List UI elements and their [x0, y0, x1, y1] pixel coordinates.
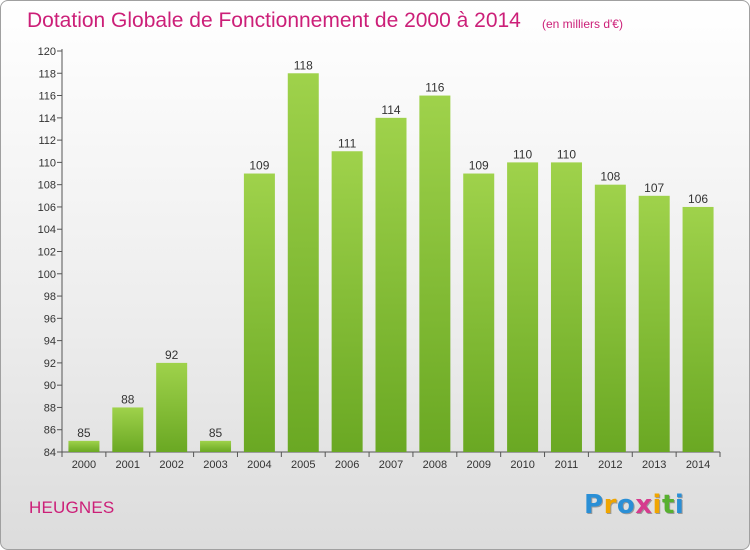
y-tick-label: 92	[44, 358, 56, 370]
y-tick-label: 100	[38, 269, 56, 281]
bar-2009	[463, 173, 495, 452]
bar-2014	[682, 206, 714, 452]
logo-letter: x	[635, 490, 653, 520]
y-tick-label: 110	[38, 157, 56, 169]
data-label-2010: 110	[513, 147, 532, 161]
y-tick-label: 90	[44, 380, 56, 392]
bar-2002	[156, 362, 188, 452]
bar-2013	[638, 195, 670, 453]
x-tick-label: 2012	[598, 459, 622, 471]
y-tick-label: 96	[44, 313, 56, 325]
bar-2012	[594, 184, 626, 452]
x-tick-label: 2001	[116, 459, 140, 471]
y-tick-label: 108	[38, 180, 56, 192]
data-label-2014: 106	[688, 192, 708, 206]
data-label-2009: 109	[469, 159, 489, 173]
bar-2004	[243, 173, 275, 452]
town-name: HEUGNES	[29, 498, 115, 517]
y-tick-label: 94	[44, 336, 56, 348]
data-label-2005: 118	[294, 58, 313, 72]
x-tick-label: 2013	[642, 459, 666, 471]
y-tick-label: 98	[44, 291, 56, 303]
y-tick-label: 102	[38, 247, 56, 259]
y-tick-label: 84	[44, 447, 56, 459]
bar-2010	[507, 162, 539, 452]
x-tick-label: 2010	[510, 459, 534, 471]
bar-2008	[419, 95, 451, 453]
x-tick-label: 2000	[72, 459, 96, 471]
bar-2011	[550, 162, 582, 452]
y-tick-label: 114	[38, 113, 56, 125]
data-label-2001: 88	[121, 392, 135, 406]
data-label-2007: 114	[381, 103, 400, 117]
x-tick-label: 2014	[686, 459, 710, 471]
data-label-2013: 107	[644, 181, 664, 195]
y-tick-label: 88	[44, 402, 56, 414]
x-tick-label: 2011	[555, 459, 579, 471]
bar-2005	[287, 73, 319, 453]
y-tick-label: 112	[38, 135, 56, 147]
x-tick-label: 2005	[291, 459, 315, 471]
data-label-2008: 116	[425, 81, 444, 95]
logo-letter: P	[584, 490, 604, 520]
y-tick-label: 116	[38, 91, 56, 103]
logo-letter: o	[616, 490, 636, 520]
data-labels: 85 88 92 85 109 118 111 114 116 109 110 110 108 107 10…	[77, 58, 708, 440]
bar-2000	[68, 440, 100, 452]
logo-letter: t	[661, 490, 675, 520]
bar-2001	[112, 407, 144, 452]
y-tick-label: 104	[38, 224, 56, 236]
data-label-2002: 92	[165, 348, 179, 362]
data-label-2003: 85	[209, 426, 223, 440]
logo-letter: i	[674, 490, 685, 520]
chart-title: Dotation Globale de Fonctionnement de 20…	[27, 9, 521, 32]
x-tick-label: 2002	[159, 459, 183, 471]
data-label-2004: 109	[249, 159, 269, 173]
bar-2003	[200, 440, 232, 452]
y-tick-label: 106	[38, 202, 56, 214]
bar-2007	[375, 117, 407, 452]
x-tick-label: 2009	[466, 459, 490, 471]
data-label-2012: 108	[600, 170, 620, 184]
x-tick-label: 2004	[247, 459, 271, 471]
proxiti-logo[interactable]: Proxiti	[584, 490, 684, 520]
y-tick-label: 120	[38, 46, 56, 58]
x-tick-label: 2003	[203, 459, 227, 471]
y-tick-label: 118	[38, 68, 56, 80]
chart-subtitle: (en milliers d'€)	[542, 17, 623, 31]
x-tick-label: 2008	[423, 459, 447, 471]
bars	[68, 73, 714, 453]
logo-letter: r	[603, 490, 617, 520]
data-label-2011: 110	[557, 147, 576, 161]
logo-letter: i	[652, 490, 662, 520]
y-tick-label: 86	[44, 425, 56, 437]
bar-2006	[331, 151, 363, 452]
data-label-2006: 111	[338, 136, 357, 150]
x-tick-label: 2006	[335, 459, 359, 471]
data-label-2000: 85	[77, 426, 91, 440]
x-tick-label: 2007	[379, 459, 403, 471]
